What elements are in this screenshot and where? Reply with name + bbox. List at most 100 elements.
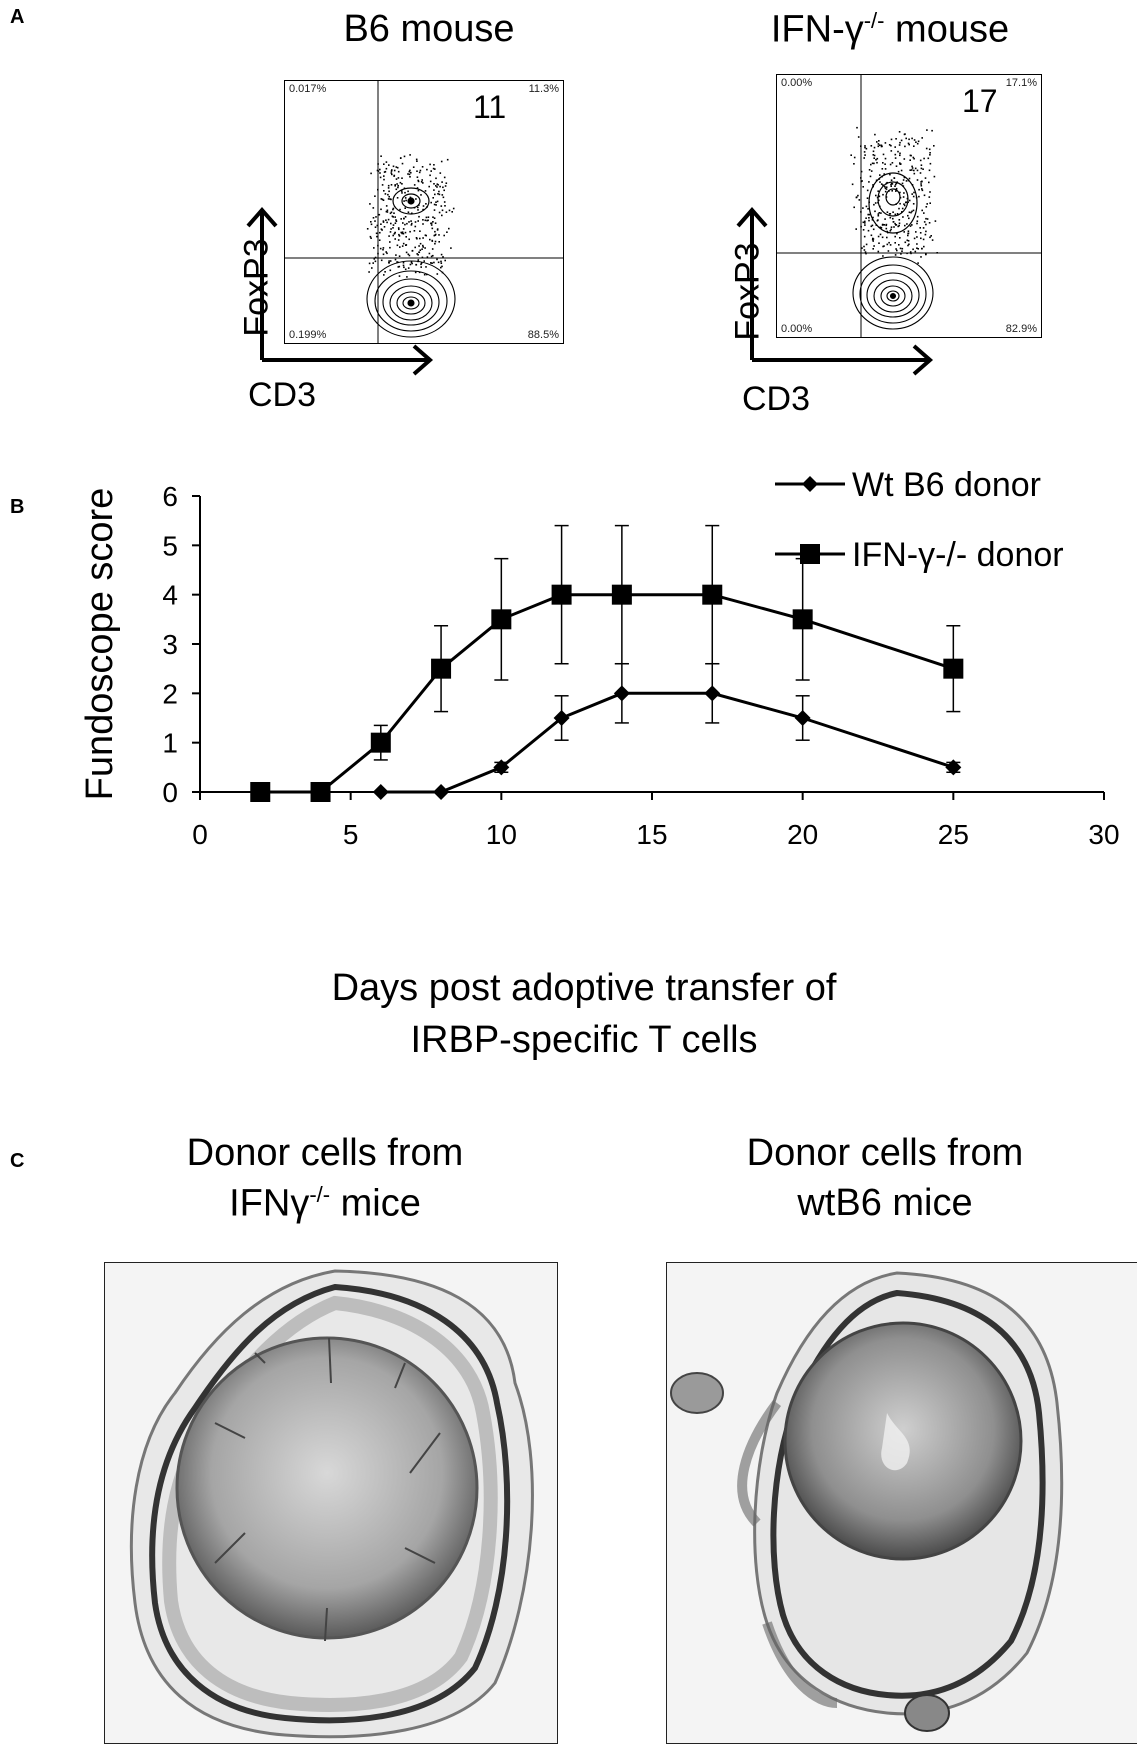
event-dot — [425, 203, 427, 205]
event-dot — [870, 234, 873, 237]
chart-x-axis-label-line1: Days post adoptive transfer of — [332, 967, 837, 1009]
event-dot — [384, 170, 387, 173]
event-dot — [865, 205, 868, 208]
event-dot — [880, 144, 883, 147]
event-dot — [386, 209, 389, 212]
event-dot — [384, 271, 386, 273]
event-dot — [936, 252, 938, 254]
flow-axes-arrows-ifng — [736, 206, 934, 376]
eye-section-wtb6 — [670, 1271, 1064, 1732]
event-dot — [378, 239, 381, 241]
event-dot — [876, 157, 879, 160]
event-dot — [392, 207, 395, 210]
event-dot — [435, 177, 437, 180]
event-dot — [877, 190, 879, 192]
event-dot — [908, 138, 910, 141]
event-dot — [374, 220, 376, 222]
event-dot — [894, 254, 897, 256]
event-dot — [915, 141, 917, 143]
event-dot — [408, 221, 410, 223]
event-dot — [864, 222, 866, 224]
event-dot — [894, 157, 897, 159]
x-tick-label: 25 — [938, 819, 969, 850]
event-dot — [933, 145, 935, 147]
event-dot — [391, 169, 393, 171]
event-dot — [421, 166, 424, 168]
event-dot — [419, 249, 422, 251]
event-dot — [919, 232, 922, 234]
event-dot — [401, 190, 403, 192]
event-dot — [431, 262, 433, 264]
event-dot — [394, 231, 396, 234]
event-dot — [929, 152, 931, 154]
event-dot — [873, 154, 876, 157]
event-dot — [387, 187, 390, 189]
event-dot — [369, 235, 372, 238]
event-dot — [928, 148, 931, 151]
event-dot — [441, 194, 444, 196]
event-dot — [913, 157, 915, 160]
event-dot — [423, 273, 426, 276]
event-dot — [411, 250, 414, 252]
event-dot — [878, 195, 880, 197]
event-dot — [868, 169, 871, 171]
event-dot — [928, 181, 930, 184]
event-dot — [916, 169, 919, 172]
event-dot — [388, 262, 390, 264]
event-dot — [442, 196, 445, 199]
event-dot — [430, 222, 432, 225]
event-dot — [397, 266, 400, 268]
event-dot — [862, 186, 864, 188]
event-dot — [881, 224, 884, 226]
chart-x-axis-label-line2: IRBP-specific T cells — [410, 1019, 757, 1061]
event-dot — [418, 204, 420, 206]
event-dot — [387, 218, 390, 221]
event-dot — [921, 180, 923, 183]
event-dot — [913, 191, 915, 194]
event-dot — [884, 190, 887, 193]
flow-axes-arrows-b6 — [246, 206, 434, 376]
event-dot — [885, 182, 888, 185]
event-dot — [906, 197, 909, 200]
event-dot — [904, 145, 906, 148]
quadrant-upper-left-value: 0.00% — [781, 77, 813, 89]
event-dot — [873, 157, 875, 159]
event-dot — [386, 252, 388, 255]
event-dot — [389, 231, 392, 233]
event-dot — [427, 219, 429, 222]
event-dot — [908, 143, 910, 146]
event-dot — [410, 261, 413, 264]
event-dot — [388, 260, 390, 262]
quadrant-lower-left-value: 0.199% — [289, 329, 327, 341]
event-dot — [430, 170, 432, 172]
chart-legend: Wt B6 donor IFN-γ-/- donor — [775, 466, 1064, 574]
event-dot — [438, 234, 440, 236]
event-dot — [374, 260, 377, 263]
event-dot — [925, 253, 927, 256]
event-dot — [402, 242, 405, 245]
event-dot — [396, 183, 398, 185]
event-dot — [401, 177, 403, 179]
event-dot — [403, 217, 405, 220]
event-dot — [394, 222, 397, 224]
quadrant-upper-right-value: 11.3% — [528, 83, 559, 95]
event-dot — [900, 169, 903, 172]
event-dot — [867, 229, 870, 232]
event-dot — [440, 266, 442, 269]
event-dot — [410, 224, 413, 226]
event-dot — [372, 217, 375, 219]
event-dot — [402, 228, 405, 230]
event-dot — [416, 160, 418, 162]
event-dot — [884, 163, 886, 165]
event-dot — [383, 171, 386, 173]
event-dot — [851, 183, 854, 186]
event-dot — [370, 172, 372, 175]
event-dot — [905, 180, 908, 182]
event-dot — [416, 237, 418, 240]
event-dot — [409, 196, 412, 199]
event-dot — [895, 182, 898, 184]
event-dot — [885, 186, 888, 188]
event-dot — [904, 224, 906, 227]
event-dot — [921, 137, 923, 139]
optic-nerve — [904, 1694, 950, 1732]
